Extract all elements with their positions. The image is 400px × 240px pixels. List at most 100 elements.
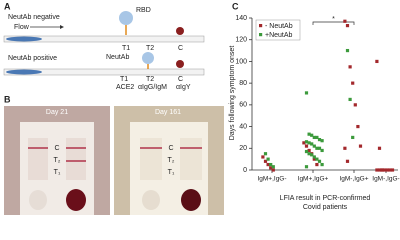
- diagram-text: αIgY: [176, 84, 191, 91]
- y-tick-label: 0: [243, 167, 247, 174]
- point: [266, 162, 270, 167]
- diagram-text: C: [178, 45, 183, 52]
- photo-title: Day 161: [155, 109, 181, 116]
- x-axis-label: LFIA result in PCR-confirmed: [280, 195, 371, 202]
- legend-label: +NeutAb: [265, 32, 293, 39]
- window: [28, 138, 48, 180]
- point: [315, 135, 319, 140]
- diagram-text: NeutAb: [106, 54, 129, 61]
- point: [380, 168, 384, 172]
- diagram-text: T2: [146, 76, 154, 83]
- sample-well: [142, 190, 160, 210]
- point: [348, 97, 352, 102]
- point: [302, 141, 306, 145]
- point: [345, 159, 350, 163]
- y-tick-label: 100: [235, 58, 247, 65]
- point: [388, 168, 392, 172]
- diagram-text: RBD: [136, 7, 151, 14]
- point: [312, 135, 316, 140]
- point: [263, 159, 268, 163]
- window: [180, 138, 202, 180]
- cassette-text: C: [168, 145, 173, 152]
- point: [269, 166, 273, 170]
- point: [307, 141, 311, 145]
- point: [304, 91, 309, 95]
- point: [261, 155, 265, 159]
- point: [351, 81, 355, 85]
- window: [66, 138, 86, 180]
- point: [312, 155, 316, 159]
- pad: [6, 36, 42, 42]
- arrow-head: [60, 25, 64, 29]
- point: [307, 148, 311, 153]
- point: [343, 146, 347, 150]
- point: [385, 168, 389, 172]
- y-tick-label: 40: [239, 123, 247, 130]
- point: [348, 65, 352, 69]
- diagram-text: C: [178, 76, 183, 83]
- point: [304, 149, 309, 154]
- sample-well: [29, 190, 47, 210]
- diagram-text: T1: [122, 45, 130, 52]
- cassette-text: C: [54, 145, 59, 152]
- point: [390, 168, 395, 172]
- y-tick-label: 120: [235, 37, 247, 44]
- point: [383, 168, 387, 172]
- legend-label: - NeutAb: [265, 23, 293, 30]
- strip: [3, 68, 205, 76]
- point: [375, 168, 379, 172]
- point: [263, 152, 268, 156]
- point: [307, 152, 311, 156]
- point: [310, 142, 314, 146]
- sample-well: [66, 189, 86, 211]
- rbd: [142, 52, 154, 64]
- point: [320, 139, 324, 143]
- panel-label: A: [4, 1, 11, 11]
- photo-title: Day 21: [46, 109, 68, 116]
- window: [140, 138, 162, 180]
- point: [304, 144, 309, 148]
- point: [353, 103, 357, 107]
- figure: A NeutAb negative Flow RBD T1 T2 C NeutA…: [3, 1, 400, 215]
- y-tick-label: 60: [239, 102, 247, 109]
- point: [307, 132, 311, 136]
- x-tick-label: IgM+,IgG-: [257, 176, 286, 183]
- cassette-text: T₁: [54, 169, 61, 176]
- x-tick-label: IgM+,IgG+: [298, 176, 329, 183]
- cassette-text: T₁: [168, 169, 175, 176]
- c-marker: [176, 27, 184, 35]
- strip: [3, 35, 205, 43]
- significance-label: *: [332, 16, 335, 23]
- diagram-text: NeutAb positive: [8, 55, 57, 62]
- point: [271, 165, 275, 169]
- point: [320, 162, 324, 167]
- point: [377, 168, 382, 172]
- diagram-text: Flow: [14, 24, 30, 31]
- point: [271, 168, 275, 172]
- x-axis-label: Covid patients: [303, 204, 348, 211]
- point: [343, 19, 347, 23]
- point: [351, 135, 355, 140]
- x-tick-label: IgM-,IgG+: [339, 176, 368, 183]
- legend-swatch: [259, 24, 263, 28]
- c-marker: [176, 60, 184, 68]
- point: [317, 159, 322, 163]
- point: [269, 162, 273, 167]
- point: [315, 146, 319, 150]
- point: [304, 165, 309, 169]
- diagram-text: αIgG/IgM: [138, 84, 167, 91]
- point: [377, 146, 382, 150]
- cassette-text: T₂: [54, 157, 61, 164]
- y-tick-label: 80: [239, 80, 247, 87]
- legend-box: [255, 19, 301, 41]
- sample-well: [181, 189, 201, 211]
- chart: C Days following symptom onset LFIA resu…: [229, 1, 400, 210]
- point: [320, 148, 324, 153]
- diagram-text: ACE2: [116, 84, 134, 91]
- point: [315, 157, 319, 161]
- panel-label: C: [232, 1, 239, 11]
- point: [317, 146, 322, 150]
- y-axis-label: Days following symptom onset: [229, 46, 236, 141]
- point: [312, 157, 316, 161]
- y-tick-label: 140: [235, 15, 247, 22]
